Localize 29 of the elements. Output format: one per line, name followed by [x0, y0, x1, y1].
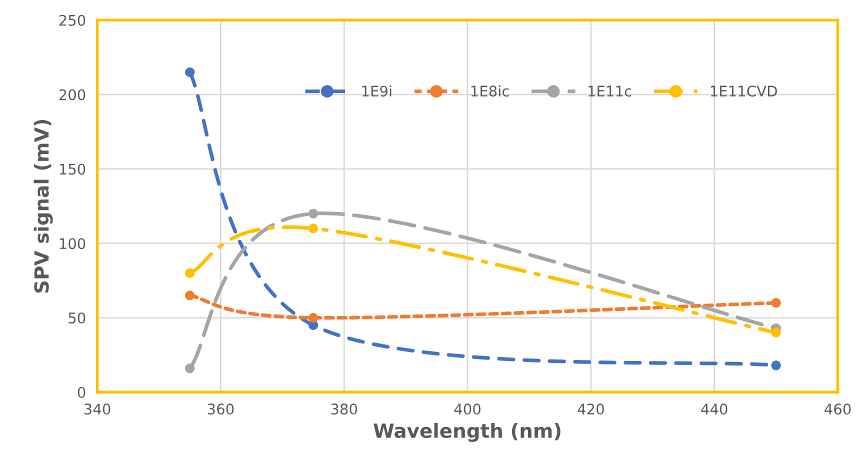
- y-axis-title: SPV signal (mV): [34, 120, 53, 293]
- y-tick-label: 0: [78, 386, 86, 398]
- x-tick-label: 420: [578, 404, 604, 415]
- x-tick-label: 340: [84, 404, 110, 415]
- point: [308, 224, 318, 234]
- point: [184, 364, 195, 374]
- x-axis-title: Wavelength (nm): [374, 422, 560, 442]
- point: [308, 312, 318, 323]
- legend-label: 1E11c: [588, 86, 632, 97]
- point: [308, 208, 318, 218]
- y-tick-label: 200: [59, 89, 86, 100]
- point: [184, 268, 195, 278]
- legend-label: 1E8ic: [471, 85, 509, 97]
- point: [184, 290, 195, 300]
- x-tick-label: 380: [331, 404, 358, 415]
- point: [771, 298, 781, 308]
- point: [771, 328, 781, 338]
- legend-label: 1E11CVD: [710, 86, 777, 97]
- y-tick-label: 150: [60, 164, 86, 175]
- point: [771, 360, 781, 370]
- legend-label: 1E9i: [362, 85, 392, 97]
- y-tick-label: 100: [60, 238, 86, 250]
- x-tick-label: 400: [454, 404, 480, 415]
- y-tick-label: 50: [68, 312, 86, 324]
- point: [184, 67, 195, 78]
- x-tick-label: 440: [701, 404, 728, 415]
- x-tick-label: 360: [208, 404, 234, 415]
- y-tick-label: 250: [59, 14, 86, 26]
- x-tick-label: 460: [824, 404, 851, 415]
